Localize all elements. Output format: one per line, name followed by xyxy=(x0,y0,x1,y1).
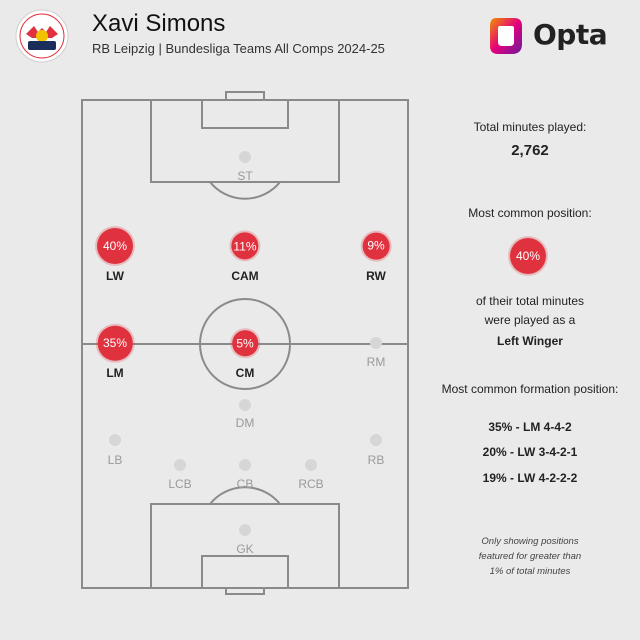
position-marker-lb xyxy=(109,434,121,446)
position-marker-lw: 40% xyxy=(97,228,133,264)
position-marker-rm xyxy=(370,337,382,349)
common-position-name: Left Winger xyxy=(497,334,563,348)
position-marker-gk xyxy=(239,524,251,536)
common-position-text-1: of their total minutes xyxy=(475,294,585,308)
pitch-lines xyxy=(81,91,409,595)
position-marker-cam: 11% xyxy=(231,232,259,260)
position-label-lm: LM xyxy=(106,366,124,380)
total-minutes-value: 2,762 xyxy=(511,142,549,159)
note-line: featured for greater than xyxy=(478,551,582,562)
position-marker-st xyxy=(239,151,251,163)
top-goal xyxy=(225,91,265,101)
position-marker-rcb xyxy=(305,459,317,471)
top-penalty-arc xyxy=(209,181,281,200)
total-minutes-label: Total minutes played: xyxy=(473,120,587,134)
position-label-cam: CAM xyxy=(231,269,259,283)
position-marker-dm xyxy=(239,399,251,411)
note-line: 1% of total minutes xyxy=(489,566,571,577)
position-marker-cm: 5% xyxy=(232,330,258,356)
position-label-gk: GK xyxy=(236,542,254,556)
position-marker-lm: 35% xyxy=(97,325,133,361)
position-label-lb: LB xyxy=(107,453,123,467)
brand-name: Opta xyxy=(533,18,608,51)
position-label-rw: RW xyxy=(366,269,386,283)
top-six-yard-box xyxy=(201,99,289,129)
common-position-badge: 40% xyxy=(510,238,546,274)
position-marker-lcb xyxy=(174,459,186,471)
position-label-rm: RM xyxy=(366,355,386,369)
opta-logo-icon xyxy=(490,18,522,54)
position-label-cb: CB xyxy=(236,477,254,491)
subtitle: RB Leipzig | Bundesliga Teams All Comps … xyxy=(92,41,385,56)
position-label-lcb: LCB xyxy=(168,477,192,491)
bottom-goal xyxy=(225,587,265,595)
position-label-rcb: RCB xyxy=(298,477,324,491)
formation-label: Most common formation position: xyxy=(441,382,619,396)
center-circle xyxy=(199,298,291,390)
position-label-lw: LW xyxy=(106,269,124,283)
bottom-six-yard-box xyxy=(201,555,289,589)
position-label-dm: DM xyxy=(235,416,255,430)
position-label-cm: CM xyxy=(235,366,255,380)
common-position-label: Most common position: xyxy=(468,206,592,220)
club-crest-logo xyxy=(15,9,69,63)
formation-item: 20% - LW 3-4-2-1 xyxy=(482,445,578,459)
formation-item: 19% - LW 4-2-2-2 xyxy=(482,471,578,485)
position-label-rb: RB xyxy=(367,453,385,467)
position-marker-rw: 9% xyxy=(362,232,390,260)
player-name: Xavi Simons xyxy=(92,10,226,37)
position-label-st: ST xyxy=(237,169,253,183)
position-marker-rb xyxy=(370,434,382,446)
position-marker-cb xyxy=(239,459,251,471)
formation-item: 35% - LM 4-4-2 xyxy=(488,420,572,434)
bottom-penalty-arc xyxy=(209,486,281,505)
common-position-text-2: were played as a xyxy=(484,313,576,327)
note-line: Only showing positions xyxy=(481,536,579,547)
